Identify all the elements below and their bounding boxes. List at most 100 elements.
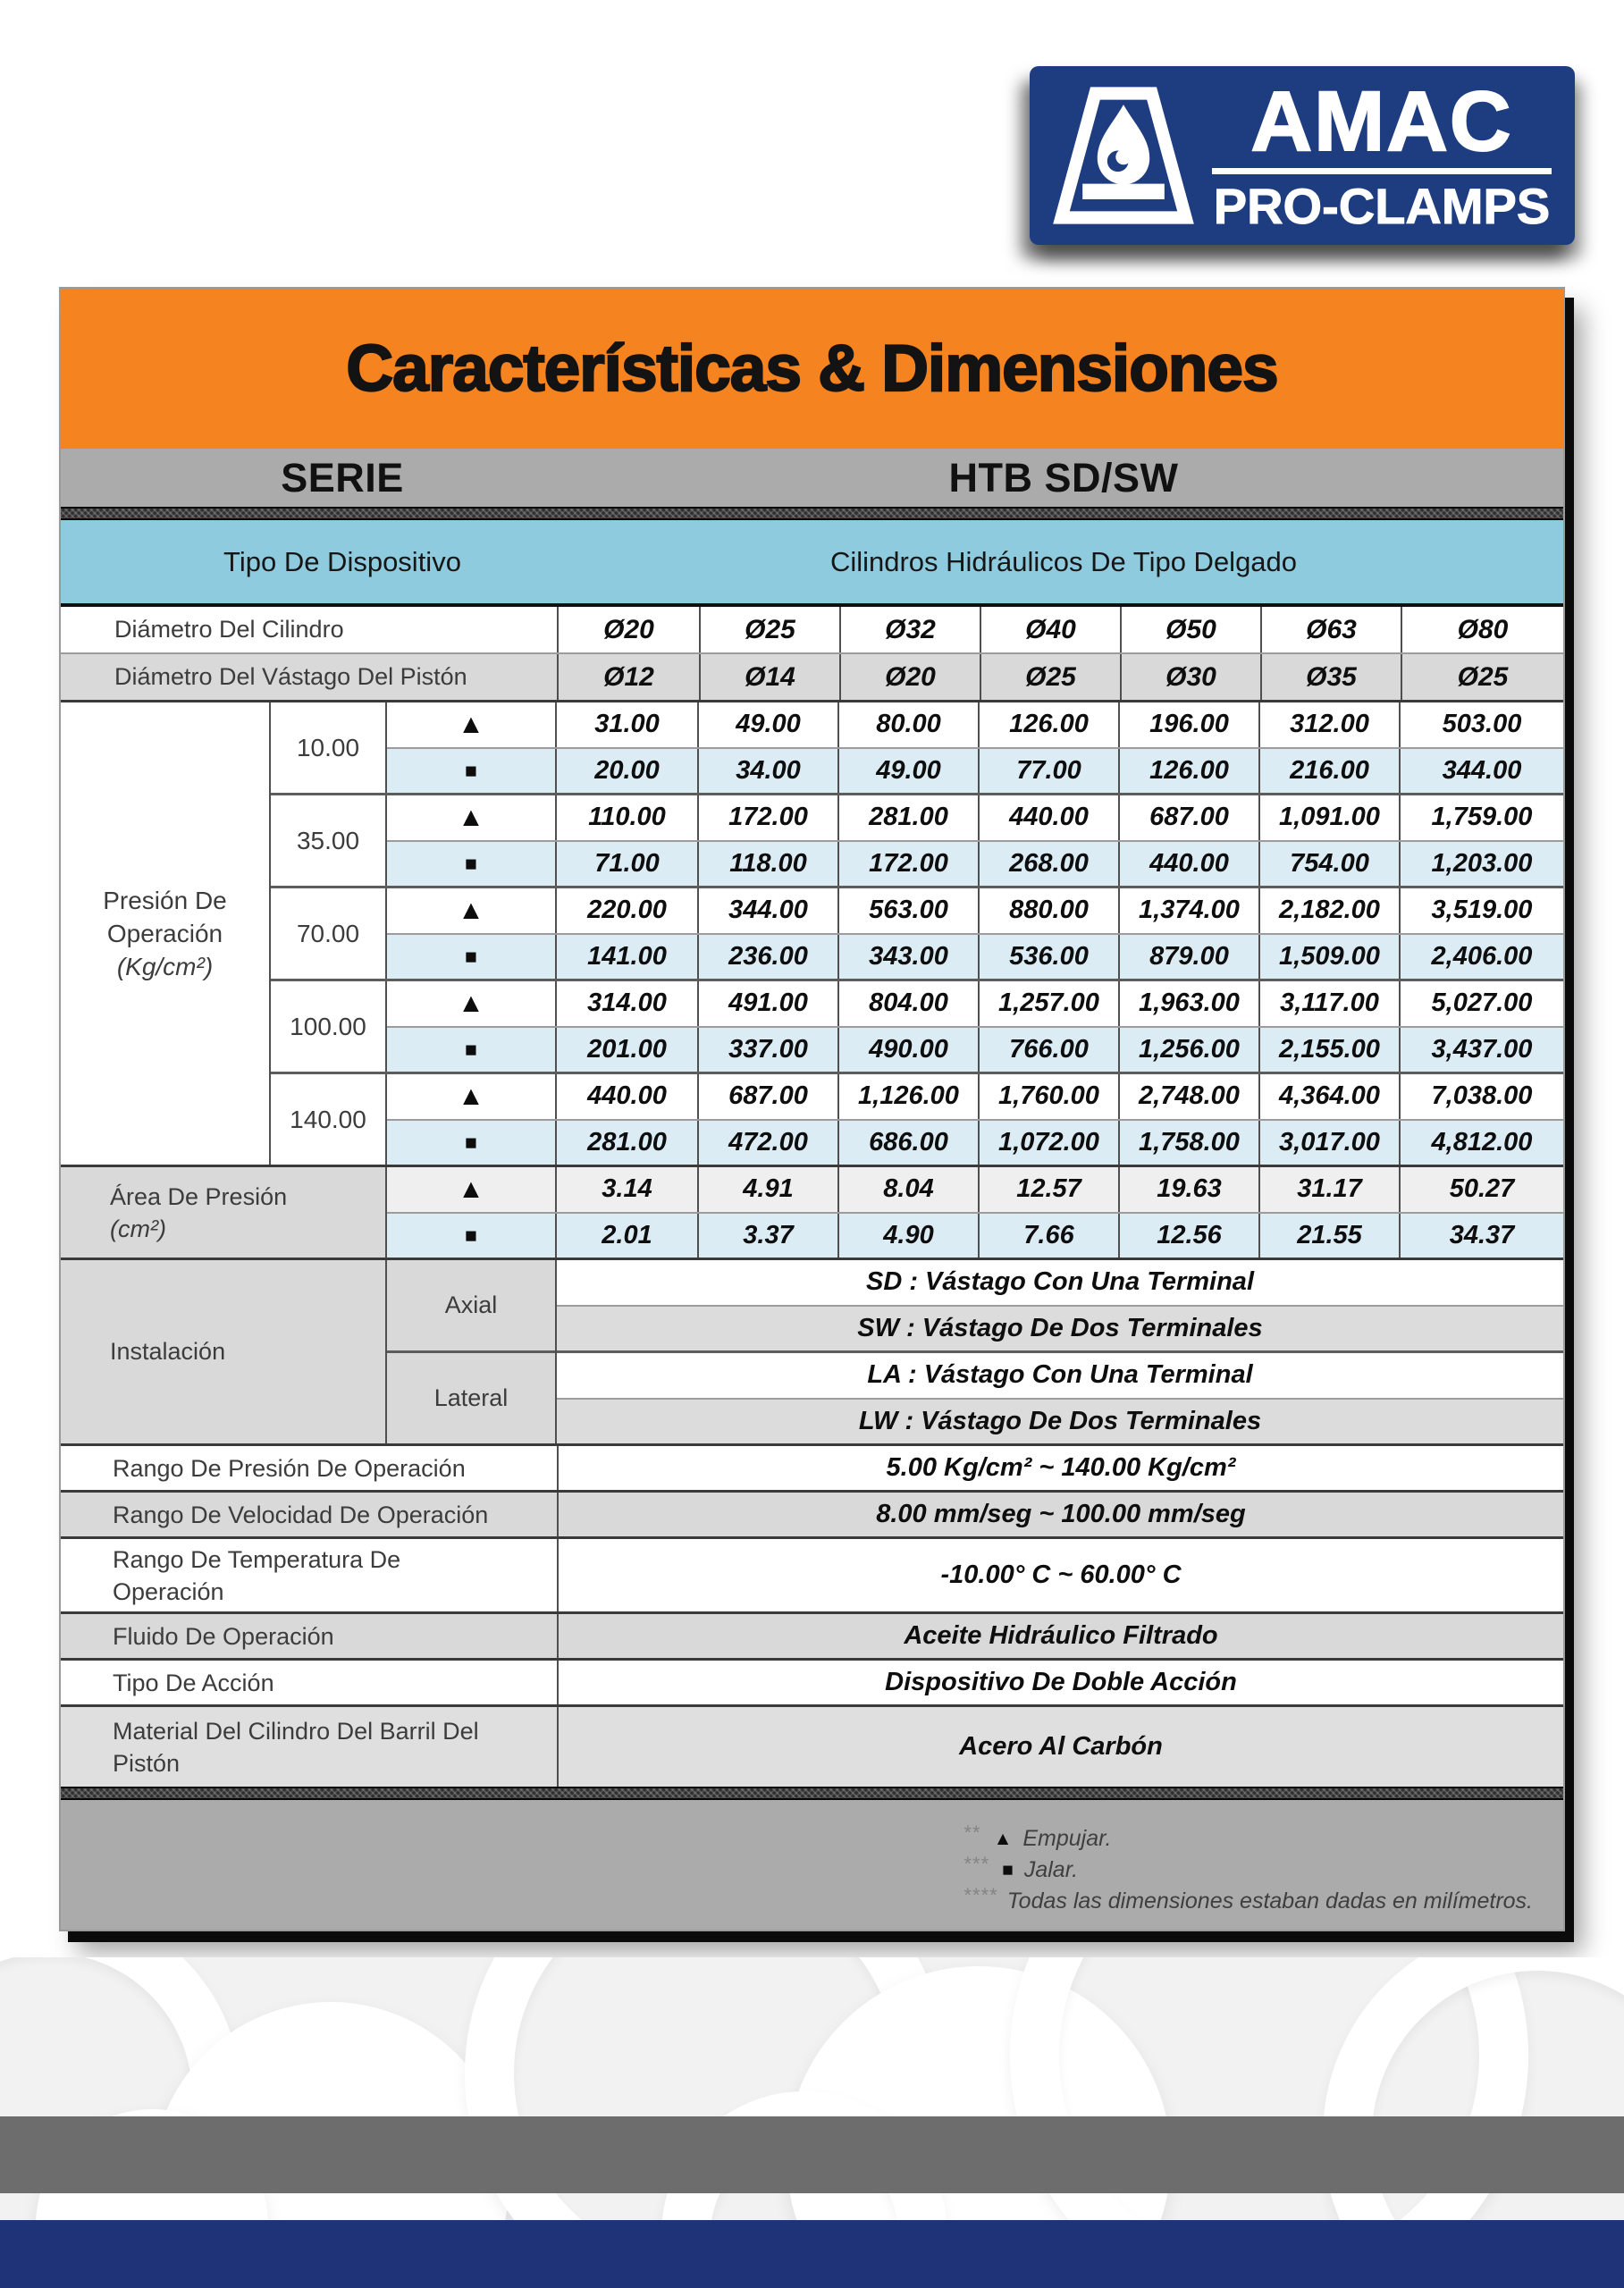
- pull-force-value: 20.00: [594, 755, 660, 785]
- device-type-label: Tipo De Dispositivo: [223, 545, 461, 577]
- rod-diameter-value: Ø35: [1260, 654, 1401, 700]
- installation-option: SD : Vástago Con Una Terminal: [866, 1267, 1254, 1297]
- spec-value: Acero Al Carbón: [959, 1732, 1163, 1761]
- rod-diameter-value: Ø12: [603, 661, 654, 692]
- spec-row-temperature-range: Rango De Temperatura De Operación -10.00…: [61, 1536, 1563, 1611]
- hatch-divider: [61, 1787, 1563, 1800]
- pull-force-value: 3,437.00: [1399, 1027, 1563, 1072]
- pressure-value: 10.00: [271, 702, 387, 793]
- footnote-stars: ***: [963, 1853, 990, 1875]
- push-force-value: 312.00: [1258, 702, 1399, 747]
- push-force-value: 196.00: [1118, 702, 1258, 747]
- cylinder-diameter-value: Ø25: [699, 607, 839, 652]
- push-force-value: 3,117.00: [1258, 981, 1399, 1026]
- push-force-value: 440.00: [978, 795, 1118, 840]
- spec-sheet: Características & Dimensiones SERIE HTB …: [59, 287, 1565, 1931]
- spec-row-action-type: Tipo De Acción Dispositivo De Doble Acci…: [61, 1658, 1563, 1704]
- spec-label: Rango De Velocidad De Operación: [61, 1493, 559, 1536]
- push-force-row: ▲ 31.00 49.00 80.00 126.00 196.00 312.00 503.0…: [387, 702, 1563, 747]
- push-force-value: 80.00: [837, 702, 978, 747]
- rod-diameter-row: Diámetro Del Vástago Del Pistón Ø12 Ø14 Ø2…: [61, 652, 1563, 700]
- pull-force-value: 281.00: [587, 1127, 667, 1157]
- pressure-value: 140.00: [271, 1074, 387, 1165]
- push-triangle-icon: ▲: [387, 702, 557, 747]
- spec-label: Rango De Presión De Operación: [61, 1446, 559, 1490]
- pull-square-icon: ■: [387, 748, 557, 793]
- push-triangle-icon: ▲: [387, 888, 557, 933]
- push-force-row: ▲ 314.00 491.00 804.00 1,257.00 1,963.00 3,11…: [387, 981, 1563, 1026]
- pressure-area-label: Área De Presión (cm²): [61, 1167, 387, 1258]
- push-force-value: 4,364.00: [1258, 1074, 1399, 1119]
- push-area-value: 8.04: [837, 1167, 978, 1212]
- pull-force-value: 879.00: [1118, 934, 1258, 979]
- cylinder-diameter-value: Ø32: [839, 607, 980, 652]
- pull-force-value: 343.00: [837, 934, 978, 979]
- logo-underline: [1212, 167, 1552, 174]
- spec-value: 8.00 mm/seg ~ 100.00 mm/seg: [876, 1500, 1246, 1528]
- cylinder-diameter-value: Ø63: [1260, 607, 1401, 652]
- push-force-value: 1,126.00: [837, 1074, 978, 1119]
- pull-square-icon: ■: [387, 1120, 557, 1165]
- diameter-section: Diámetro Del Cilindro Ø20 Ø25 Ø32 Ø40 Ø50 Ø63…: [61, 607, 1563, 700]
- pull-force-value: 1,509.00: [1258, 934, 1399, 979]
- pull-area-value: 21.55: [1258, 1213, 1399, 1258]
- spec-value: 5.00 Kg/cm² ~ 140.00 Kg/cm²: [886, 1453, 1236, 1482]
- pull-force-value: 1,203.00: [1399, 841, 1563, 886]
- rod-diameter-value: Ø14: [699, 654, 839, 700]
- footer-gray-band: [0, 2116, 1624, 2193]
- pull-force-value: 268.00: [978, 841, 1118, 886]
- spec-row-fluid: Fluido De Operación Aceite Hidráulico Fi…: [61, 1611, 1563, 1658]
- pull-area-value: 2.01: [602, 1220, 652, 1249]
- pull-force-value: 4,812.00: [1399, 1120, 1563, 1165]
- push-force-value: 687.00: [697, 1074, 837, 1119]
- push-force-value: 687.00: [1118, 795, 1258, 840]
- pull-force-value: 337.00: [697, 1027, 837, 1072]
- push-force-value: 344.00: [697, 888, 837, 933]
- cylinder-diameter-value: Ø20: [603, 614, 654, 644]
- pull-force-value: 344.00: [1399, 748, 1563, 793]
- brand-subname: PRO-CLAMPS: [1213, 177, 1551, 234]
- push-area-value: 31.17: [1258, 1167, 1399, 1212]
- pressure-section-label: Presión De Operación (Kg/cm²): [61, 702, 271, 1165]
- pressure-label-text: Presión De Operación: [103, 887, 227, 947]
- pull-area-value: 7.66: [978, 1213, 1118, 1258]
- page-title: Características & Dimensiones: [345, 332, 1279, 406]
- pull-force-value: 236.00: [697, 934, 837, 979]
- series-band: SERIE HTB SD/SW: [61, 449, 1563, 507]
- pressure-value: 35.00: [271, 795, 387, 886]
- spec-row-speed-range: Rango De Velocidad De Operación 8.00 mm/…: [61, 1490, 1563, 1536]
- push-force-value: 1,760.00: [978, 1074, 1118, 1119]
- push-force-value: 804.00: [837, 981, 978, 1026]
- push-force-row: ▲ 220.00 344.00 563.00 880.00 1,374.00 2,182.…: [387, 888, 1563, 933]
- pull-area-row: ■ 2.01 3.37 4.90 7.66 12.56 21.55 34.37: [387, 1211, 1563, 1258]
- pull-force-value: 754.00: [1258, 841, 1399, 886]
- pull-force-value: 440.00: [1118, 841, 1258, 886]
- pull-force-row: ■ 201.00 337.00 490.00 766.00 1,256.00 2,155.…: [387, 1025, 1563, 1072]
- footnotes-band: ** ▲ Empujar. *** ■ Jalar. **** Todas la…: [61, 1800, 1563, 1930]
- installation-option: SW : Vástago De Dos Terminales: [857, 1313, 1263, 1342]
- cylinder-diameter-value: Ø40: [980, 607, 1120, 652]
- logo-text: AMAC PRO-CLAMPS: [1212, 78, 1552, 234]
- pressure-area-unit: (cm²): [110, 1215, 166, 1242]
- installation-option: LA : Vástago Con Una Terminal: [867, 1360, 1253, 1390]
- footnote-line: ** ▲ Empujar.: [963, 1821, 1533, 1855]
- push-force-value: 563.00: [837, 888, 978, 933]
- rod-diameter-label: Diámetro Del Vástago Del Pistón: [61, 654, 559, 700]
- installation-row-la: LA : Vástago Con Una Terminal: [557, 1350, 1563, 1398]
- footnote-stars: ****: [963, 1884, 998, 1906]
- installation-row-lw: LW : Vástago De Dos Terminales: [557, 1397, 1563, 1443]
- push-area-value: 3.14: [602, 1174, 652, 1204]
- spec-label: Fluido De Operación: [61, 1614, 559, 1658]
- pull-force-value: 490.00: [837, 1027, 978, 1072]
- footnote-text: Todas las dimensiones estaban dadas en m…: [1006, 1888, 1533, 1914]
- droplet-a-icon: [1053, 87, 1194, 224]
- push-force-value: 1,963.00: [1118, 981, 1258, 1026]
- pull-force-value: 536.00: [978, 934, 1118, 979]
- installation-row-sd: SD : Vástago Con Una Terminal: [557, 1260, 1563, 1305]
- pull-force-value: 118.00: [697, 841, 837, 886]
- push-force-value: 1,257.00: [978, 981, 1118, 1026]
- rod-diameter-value: Ø25: [980, 654, 1120, 700]
- push-force-value: 281.00: [837, 795, 978, 840]
- installation-option: LW : Vástago De Dos Terminales: [858, 1406, 1262, 1435]
- series-label: SERIE: [281, 454, 404, 500]
